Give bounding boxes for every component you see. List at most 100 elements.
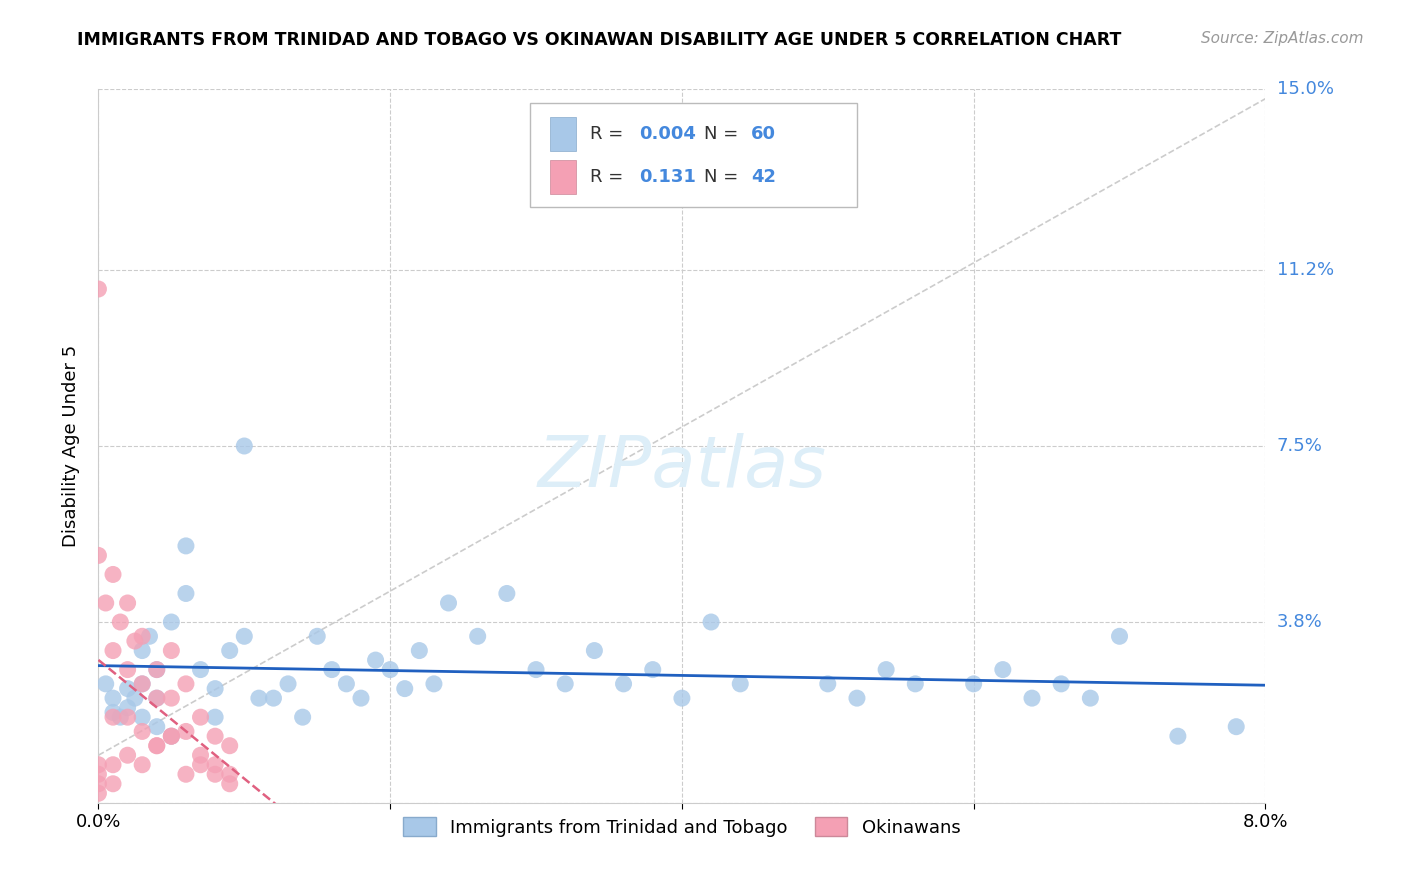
Point bbox=[1108, 629, 1130, 643]
Point bbox=[174, 724, 197, 739]
Point bbox=[335, 677, 357, 691]
Point bbox=[1021, 691, 1043, 706]
Point bbox=[160, 729, 183, 743]
Point bbox=[1080, 691, 1102, 706]
Point bbox=[583, 643, 606, 657]
Point bbox=[87, 777, 110, 791]
Point bbox=[247, 691, 270, 706]
Point bbox=[700, 615, 723, 629]
Point bbox=[117, 663, 139, 677]
Point bbox=[160, 729, 183, 743]
Text: 42: 42 bbox=[751, 168, 776, 186]
Point bbox=[146, 739, 169, 753]
Point bbox=[117, 596, 139, 610]
Point bbox=[160, 643, 183, 657]
Point bbox=[350, 691, 373, 706]
Point bbox=[131, 643, 153, 657]
Point bbox=[117, 681, 139, 696]
Point bbox=[110, 615, 132, 629]
Point bbox=[101, 710, 124, 724]
Point bbox=[124, 691, 146, 706]
Point bbox=[1050, 677, 1073, 691]
Point bbox=[174, 767, 197, 781]
Point bbox=[87, 282, 110, 296]
Text: N =: N = bbox=[704, 125, 744, 143]
Point bbox=[364, 653, 387, 667]
Point bbox=[437, 596, 460, 610]
Point bbox=[1225, 720, 1247, 734]
Point bbox=[845, 691, 868, 706]
FancyBboxPatch shape bbox=[550, 117, 575, 152]
Point bbox=[394, 681, 416, 696]
Point bbox=[496, 586, 519, 600]
Point bbox=[190, 710, 212, 724]
Point bbox=[904, 677, 927, 691]
FancyBboxPatch shape bbox=[550, 160, 575, 194]
Point bbox=[131, 724, 153, 739]
Point bbox=[233, 439, 256, 453]
Point bbox=[380, 663, 402, 677]
Point bbox=[101, 757, 124, 772]
Text: Source: ZipAtlas.com: Source: ZipAtlas.com bbox=[1201, 31, 1364, 46]
Text: 7.5%: 7.5% bbox=[1277, 437, 1323, 455]
Point bbox=[117, 748, 139, 763]
Point bbox=[131, 677, 153, 691]
Point bbox=[131, 677, 153, 691]
Point bbox=[138, 629, 160, 643]
Text: 0.004: 0.004 bbox=[638, 125, 696, 143]
FancyBboxPatch shape bbox=[530, 103, 858, 207]
Text: 3.8%: 3.8% bbox=[1277, 613, 1322, 631]
Point bbox=[671, 691, 693, 706]
Point bbox=[467, 629, 489, 643]
Point bbox=[117, 710, 139, 724]
Point bbox=[408, 643, 430, 657]
Text: 0.131: 0.131 bbox=[638, 168, 696, 186]
Point bbox=[204, 710, 226, 724]
Point bbox=[101, 643, 124, 657]
Point bbox=[131, 629, 153, 643]
Point bbox=[612, 677, 634, 691]
Point bbox=[730, 677, 752, 691]
Point bbox=[307, 629, 329, 643]
Point bbox=[101, 567, 124, 582]
Point bbox=[875, 663, 897, 677]
Point bbox=[218, 777, 240, 791]
Point bbox=[101, 777, 124, 791]
Point bbox=[641, 663, 664, 677]
Point bbox=[146, 663, 169, 677]
Text: 11.2%: 11.2% bbox=[1277, 261, 1334, 279]
Text: N =: N = bbox=[704, 168, 744, 186]
Point bbox=[218, 767, 240, 781]
Point bbox=[277, 677, 299, 691]
Point bbox=[110, 710, 132, 724]
Point bbox=[87, 786, 110, 800]
Point bbox=[174, 586, 197, 600]
Point bbox=[131, 757, 153, 772]
Point bbox=[101, 691, 124, 706]
Point bbox=[146, 691, 169, 706]
Point bbox=[160, 615, 183, 629]
Point bbox=[1167, 729, 1189, 743]
Text: IMMIGRANTS FROM TRINIDAD AND TOBAGO VS OKINAWAN DISABILITY AGE UNDER 5 CORRELATI: IMMIGRANTS FROM TRINIDAD AND TOBAGO VS O… bbox=[77, 31, 1122, 49]
Point bbox=[87, 757, 110, 772]
Point bbox=[117, 700, 139, 714]
Point bbox=[204, 729, 226, 743]
Text: R =: R = bbox=[589, 168, 628, 186]
Point bbox=[423, 677, 446, 691]
Legend: Immigrants from Trinidad and Tobago, Okinawans: Immigrants from Trinidad and Tobago, Oki… bbox=[396, 810, 967, 844]
Point bbox=[218, 643, 240, 657]
Point bbox=[87, 549, 110, 563]
Point bbox=[962, 677, 984, 691]
Point bbox=[124, 634, 146, 648]
Point bbox=[94, 596, 117, 610]
Point bbox=[218, 739, 240, 753]
Text: ZIPatlas: ZIPatlas bbox=[537, 433, 827, 502]
Point bbox=[524, 663, 547, 677]
Point bbox=[190, 748, 212, 763]
Point bbox=[291, 710, 314, 724]
Point bbox=[204, 681, 226, 696]
Text: 60: 60 bbox=[751, 125, 776, 143]
Point bbox=[94, 677, 117, 691]
Point bbox=[131, 710, 153, 724]
Point bbox=[817, 677, 839, 691]
